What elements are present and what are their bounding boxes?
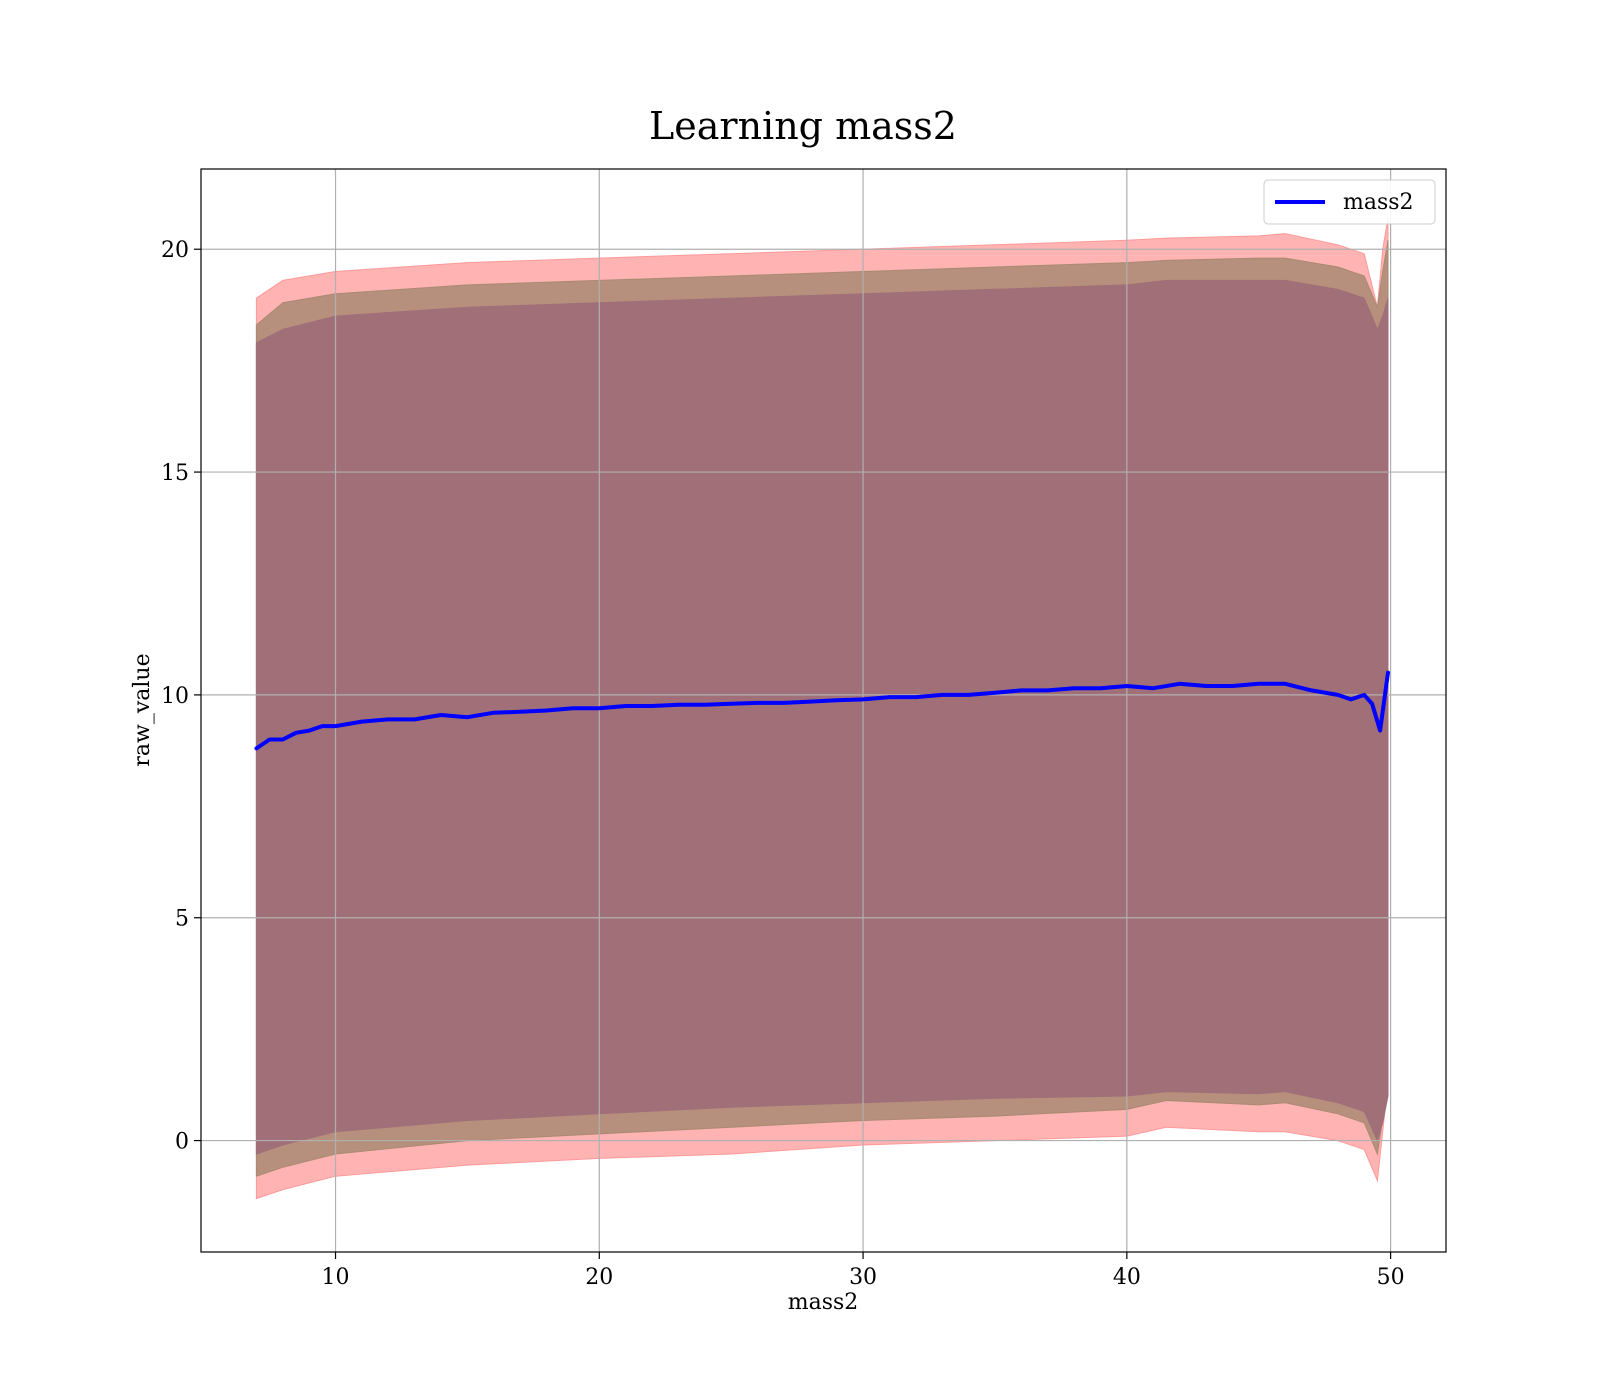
x-tick-label: 20 xyxy=(585,1265,613,1290)
x-tick-label: 30 xyxy=(849,1265,877,1290)
y-axis-ticks: 0 5 10 15 20 xyxy=(161,238,201,1155)
y-axis-label: raw_value xyxy=(130,653,155,766)
x-tick-label: 50 xyxy=(1377,1265,1405,1290)
series-line-mass2 xyxy=(254,670,1390,751)
y-tick-label: 5 xyxy=(175,907,189,932)
band-inner xyxy=(255,279,1389,1155)
plot-frame xyxy=(200,168,1447,1253)
legend-box xyxy=(1263,179,1436,225)
y-tick-label: 0 xyxy=(175,1130,189,1155)
x-axis-label: mass2 xyxy=(788,1290,859,1315)
legend: mass2 xyxy=(1263,179,1436,225)
chart-title: Learning mass2 xyxy=(649,104,957,148)
grid-lines xyxy=(201,169,1446,1252)
plot-area xyxy=(200,168,1447,1253)
x-tick-label: 10 xyxy=(322,1265,350,1290)
legend-entry-mass2: mass2 xyxy=(1343,190,1414,215)
series-lines xyxy=(254,670,1390,751)
confidence-bands xyxy=(255,217,1389,1200)
y-tick-label: 15 xyxy=(161,461,189,486)
x-axis-ticks: 10 20 30 40 50 xyxy=(322,1252,1405,1290)
y-tick-label: 20 xyxy=(161,238,189,263)
x-tick-label: 40 xyxy=(1113,1265,1141,1290)
y-tick-label: 10 xyxy=(161,684,189,709)
